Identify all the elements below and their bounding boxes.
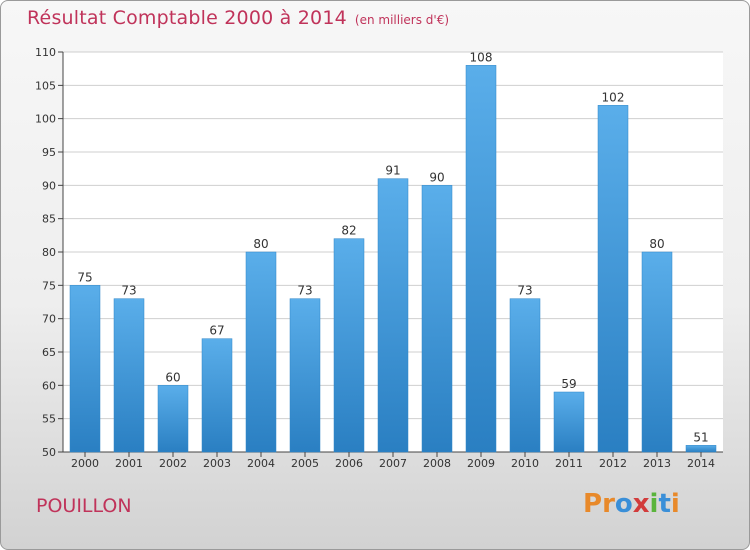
bar <box>685 445 717 453</box>
bar-value-label: 73 <box>121 284 136 298</box>
x-tick-label: 2010 <box>511 457 539 470</box>
bar-value-label: 82 <box>341 224 356 238</box>
y-tick-label: 55 <box>42 413 56 426</box>
bar <box>421 185 453 453</box>
bar <box>597 105 629 453</box>
bar <box>157 385 189 453</box>
y-tick-label: 75 <box>42 279 56 292</box>
x-tick-label: 2008 <box>423 457 451 470</box>
x-tick-label: 2000 <box>71 457 99 470</box>
bar-value-label: 90 <box>429 170 444 184</box>
bar <box>553 391 585 453</box>
y-tick-label: 110 <box>35 46 56 59</box>
x-tick-label: 2012 <box>599 457 627 470</box>
x-tick-label: 2007 <box>379 457 407 470</box>
place-name: POUILLON <box>36 495 132 517</box>
bar-value-label: 102 <box>602 90 625 104</box>
bar-value-label: 60 <box>165 370 180 384</box>
y-tick-label: 95 <box>42 146 56 159</box>
x-tick-label: 2004 <box>247 457 275 470</box>
bar <box>201 338 233 453</box>
y-tick-label: 100 <box>35 113 56 126</box>
y-tick-label: 105 <box>35 79 56 92</box>
y-tick-label: 65 <box>42 346 56 359</box>
y-tick-label: 90 <box>42 179 56 192</box>
bar-value-label: 108 <box>470 50 493 64</box>
bar <box>465 65 497 453</box>
chart-title: Résultat Comptable 2000 à 2014 <box>27 7 347 29</box>
bar-value-label: 75 <box>77 270 92 284</box>
bar-value-label: 59 <box>561 377 576 391</box>
y-tick-label: 85 <box>42 213 56 226</box>
bar-value-label: 91 <box>385 164 400 178</box>
x-tick-label: 2011 <box>555 457 583 470</box>
bar <box>377 178 409 453</box>
bar <box>333 238 365 453</box>
bar <box>245 251 277 453</box>
bar <box>69 285 101 453</box>
x-tick-label: 2006 <box>335 457 363 470</box>
x-tick-label: 2003 <box>203 457 231 470</box>
y-tick-label: 70 <box>42 313 56 326</box>
chart-subtitle: (en milliers d'€) <box>354 13 450 27</box>
x-tick-label: 2013 <box>643 457 671 470</box>
bar-value-label: 73 <box>297 284 312 298</box>
x-tick-label: 2001 <box>115 457 143 470</box>
bar-value-label: 80 <box>253 237 268 251</box>
bar <box>641 251 673 453</box>
bar <box>509 298 541 453</box>
bar-value-label: 73 <box>517 284 532 298</box>
bar-value-label: 67 <box>209 324 224 338</box>
y-tick-label: 80 <box>42 246 56 259</box>
bar <box>113 298 145 453</box>
bar <box>289 298 321 453</box>
chart-title-row: Résultat Comptable 2000 à 2014 (en millie… <box>27 7 449 29</box>
x-tick-label: 2009 <box>467 457 495 470</box>
y-tick-label: 50 <box>42 446 56 459</box>
x-tick-label: 2014 <box>687 457 715 470</box>
x-tick-label: 2005 <box>291 457 319 470</box>
y-tick-label: 60 <box>42 379 56 392</box>
bar-value-label: 51 <box>693 430 708 444</box>
bar-value-label: 80 <box>649 237 664 251</box>
proxiti-logo: Proxiti <box>583 489 680 519</box>
x-tick-label: 2002 <box>159 457 187 470</box>
